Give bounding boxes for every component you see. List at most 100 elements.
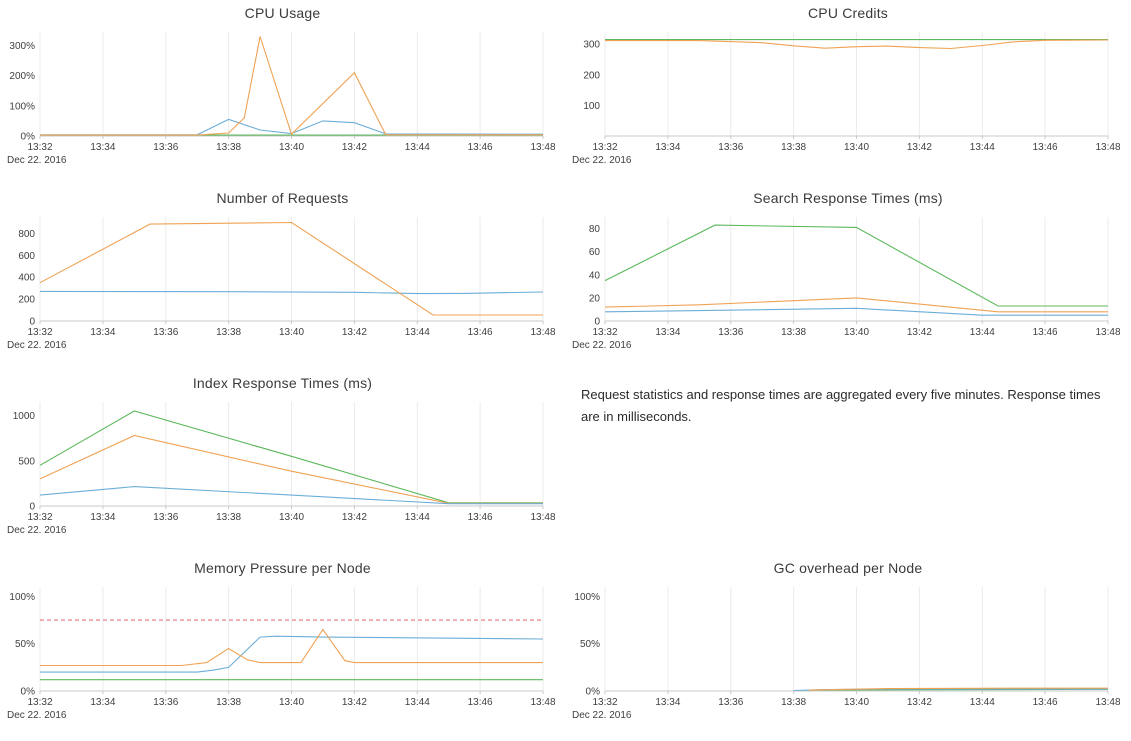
svg-text:13:46: 13:46 [1033, 142, 1058, 153]
svg-text:Dec 22. 2016: Dec 22. 2016 [572, 340, 632, 351]
svg-text:800: 800 [18, 229, 35, 240]
svg-text:13:40: 13:40 [279, 512, 304, 523]
svg-text:13:42: 13:42 [907, 142, 932, 153]
svg-text:13:34: 13:34 [90, 327, 115, 338]
svg-text:13:46: 13:46 [468, 327, 493, 338]
svg-text:400: 400 [18, 273, 35, 284]
svg-text:Dec 22. 2016: Dec 22. 2016 [572, 155, 632, 166]
svg-text:13:38: 13:38 [781, 327, 806, 338]
svg-text:0%: 0% [21, 687, 36, 698]
svg-text:60: 60 [589, 247, 601, 258]
svg-text:13:36: 13:36 [718, 142, 743, 153]
chart-cpu-credits: CPU Credits 13:32 13:34 13:36 13:38 13:40 13:… [565, 0, 1131, 185]
svg-text:13:34: 13:34 [90, 697, 115, 708]
aggregation-note-text: Request statistics and response times ar… [581, 387, 1101, 425]
chart-title-cpu-credits: CPU Credits [808, 5, 888, 21]
svg-text:13:34: 13:34 [90, 142, 115, 153]
svg-text:13:42: 13:42 [342, 327, 367, 338]
chart-title-cpu-usage: CPU Usage [244, 5, 321, 21]
chart-title-gc-overhead: GC overhead per Node [773, 560, 923, 576]
svg-text:300: 300 [583, 40, 600, 51]
chart-title-search-response-times: Search Response Times (ms) [753, 190, 943, 206]
svg-text:13:40: 13:40 [279, 142, 304, 153]
svg-text:600: 600 [18, 251, 35, 262]
aggregation-note: Request statistics and response times ar… [565, 370, 1131, 555]
svg-text:13:32: 13:32 [27, 327, 52, 338]
cpu-usage-plot: 13:32 13:34 13:36 13:38 13:40 13:42 13:44 13:46… [7, 32, 555, 166]
svg-text:200: 200 [583, 70, 600, 81]
svg-text:13:44: 13:44 [970, 142, 995, 153]
svg-text:13:48: 13:48 [530, 512, 555, 523]
svg-text:Dec 22. 2016: Dec 22. 2016 [7, 525, 67, 536]
svg-text:13:34: 13:34 [655, 697, 680, 708]
search-response-times-plot: 13:32 13:34 13:36 13:38 13:40 13:42 13:44 13:46… [572, 217, 1120, 351]
chart-title-index-response-times: Index Response Times (ms) [192, 375, 373, 391]
svg-text:13:48: 13:48 [530, 142, 555, 153]
svg-text:13:42: 13:42 [907, 697, 932, 708]
svg-text:40: 40 [589, 270, 601, 281]
svg-text:200: 200 [18, 295, 35, 306]
svg-text:13:48: 13:48 [1095, 142, 1120, 153]
svg-text:13:36: 13:36 [153, 142, 178, 153]
chart-search-response-times: Search Response Times (ms) 13:32 13:34 13:… [565, 185, 1131, 370]
svg-text:0: 0 [29, 502, 35, 513]
svg-text:13:40: 13:40 [844, 142, 869, 153]
svg-text:13:44: 13:44 [405, 327, 430, 338]
chart-title-number-of-requests: Number of Requests [216, 190, 349, 206]
chart-cpu-usage: CPU Usage 13:32 13:34 13:36 13:38 13:40 13:42… [0, 0, 565, 185]
chart-number-of-requests: Number of Requests 13:32 13:34 13:36 13:38 1… [0, 185, 565, 370]
memory-pressure-plot: 13:32 13:34 13:36 13:38 13:40 13:42 13:44 13:46… [7, 587, 555, 721]
svg-text:13:38: 13:38 [216, 697, 241, 708]
svg-text:13:42: 13:42 [342, 142, 367, 153]
svg-text:Dec 22. 2016: Dec 22. 2016 [7, 340, 67, 351]
svg-text:0%: 0% [21, 132, 36, 143]
svg-text:13:38: 13:38 [216, 327, 241, 338]
svg-text:13:44: 13:44 [405, 697, 430, 708]
svg-text:13:38: 13:38 [781, 142, 806, 153]
number-of-requests-plot: 13:32 13:34 13:36 13:38 13:40 13:42 13:44 13:46… [7, 217, 555, 351]
svg-text:300%: 300% [9, 41, 35, 52]
svg-text:13:42: 13:42 [342, 697, 367, 708]
svg-text:13:44: 13:44 [970, 697, 995, 708]
svg-text:100%: 100% [9, 101, 35, 112]
svg-text:1000: 1000 [13, 411, 36, 422]
svg-text:13:46: 13:46 [468, 697, 493, 708]
svg-text:13:32: 13:32 [27, 697, 52, 708]
svg-text:13:40: 13:40 [279, 327, 304, 338]
svg-text:13:32: 13:32 [27, 512, 52, 523]
svg-text:100%: 100% [574, 592, 600, 603]
svg-text:13:34: 13:34 [90, 512, 115, 523]
svg-text:13:48: 13:48 [530, 697, 555, 708]
svg-text:13:32: 13:32 [592, 142, 617, 153]
svg-text:13:40: 13:40 [279, 697, 304, 708]
svg-text:13:34: 13:34 [655, 327, 680, 338]
svg-text:0: 0 [594, 317, 600, 328]
gc-overhead-plot: 13:32 13:34 13:36 13:38 13:40 13:42 13:44 13:46… [572, 587, 1120, 721]
svg-text:0: 0 [29, 317, 35, 328]
svg-text:13:36: 13:36 [718, 327, 743, 338]
svg-text:13:36: 13:36 [153, 512, 178, 523]
svg-text:Dec 22. 2016: Dec 22. 2016 [7, 155, 67, 166]
svg-text:500: 500 [18, 456, 35, 467]
index-response-times-plot: 13:32 13:34 13:36 13:38 13:40 13:42 13:44 13:46… [7, 402, 555, 536]
svg-text:13:36: 13:36 [153, 327, 178, 338]
svg-text:13:36: 13:36 [718, 697, 743, 708]
svg-text:100: 100 [583, 101, 600, 112]
svg-text:13:32: 13:32 [592, 697, 617, 708]
svg-text:13:40: 13:40 [844, 697, 869, 708]
svg-text:13:48: 13:48 [1095, 327, 1120, 338]
svg-text:13:46: 13:46 [468, 512, 493, 523]
svg-text:50%: 50% [580, 639, 600, 650]
svg-text:100%: 100% [9, 592, 35, 603]
svg-text:13:32: 13:32 [27, 142, 52, 153]
svg-text:13:46: 13:46 [468, 142, 493, 153]
svg-text:50%: 50% [15, 639, 35, 650]
svg-text:13:38: 13:38 [216, 512, 241, 523]
svg-text:13:48: 13:48 [530, 327, 555, 338]
svg-text:13:42: 13:42 [342, 512, 367, 523]
svg-text:Dec 22. 2016: Dec 22. 2016 [572, 710, 632, 721]
svg-text:13:38: 13:38 [216, 142, 241, 153]
svg-text:13:44: 13:44 [405, 142, 430, 153]
chart-title-memory-pressure: Memory Pressure per Node [194, 560, 371, 576]
